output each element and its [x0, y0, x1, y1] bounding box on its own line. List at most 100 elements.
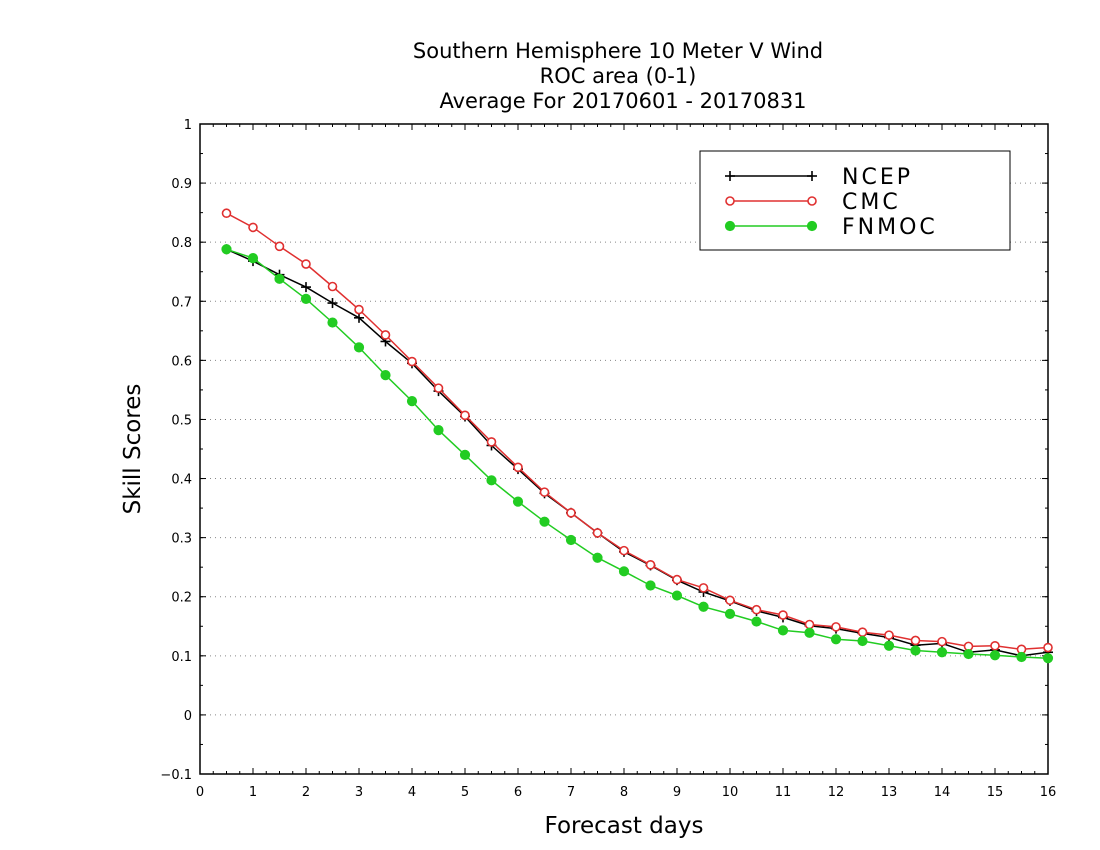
- chart-title-line-3: Average For 20170601 - 20170831: [439, 89, 806, 113]
- point-fnmoc: [1016, 651, 1027, 663]
- legend-marker-ncep: [807, 171, 817, 181]
- legend-marker-cmc: [725, 196, 735, 206]
- point-fnmoc: [327, 317, 338, 328]
- x-tick-label: 2: [302, 785, 310, 800]
- point-cmc: [566, 508, 576, 518]
- y-tick-label: 0.3: [171, 532, 192, 547]
- point-cmc: [1043, 642, 1053, 653]
- series-line-cmc: [226, 212, 1049, 651]
- series-line-ncep: [226, 248, 1049, 657]
- point-fnmoc: [406, 396, 418, 407]
- point-cmc: [486, 437, 497, 447]
- x-tick-label: 3: [355, 785, 363, 800]
- point-cmc: [831, 622, 841, 632]
- point-fnmoc: [274, 273, 285, 284]
- point-cmc: [327, 281, 338, 292]
- grid: [200, 182, 1048, 716]
- x-tick-label: 10: [722, 785, 739, 800]
- series-line-fnmoc: [226, 248, 1049, 659]
- x-tick-label: 14: [934, 785, 951, 800]
- point-cmc: [513, 462, 523, 473]
- series-ncep: [221, 244, 1053, 661]
- x-tick-label: 6: [514, 785, 522, 800]
- point-fnmoc: [963, 648, 974, 660]
- point-ncep: [327, 298, 338, 309]
- x-tick-label: 16: [1040, 785, 1057, 800]
- point-cmc: [751, 604, 762, 615]
- series-layer: [221, 208, 1054, 664]
- point-cmc: [884, 630, 894, 640]
- point-cmc: [433, 383, 444, 393]
- point-fnmoc: [804, 627, 815, 638]
- point-cmc: [592, 528, 603, 538]
- x-tick-label: 1: [249, 785, 257, 800]
- chart-title-line-1: Southern Hemisphere 10 Meter V Wind: [413, 39, 823, 63]
- point-fnmoc: [618, 566, 630, 577]
- point-fnmoc: [300, 293, 312, 305]
- y-tick-label: 0.6: [171, 354, 192, 369]
- point-fnmoc: [221, 244, 232, 255]
- point-fnmoc: [433, 424, 444, 436]
- chart-title-line-2: ROC area (0-1): [540, 64, 697, 88]
- point-fnmoc: [1042, 653, 1054, 664]
- y-tick-label: 0.7: [171, 295, 192, 310]
- x-tick-label: 7: [567, 785, 575, 800]
- point-fnmoc: [910, 645, 921, 656]
- x-tick-label: 15: [987, 785, 1004, 800]
- x-tick-label: 8: [620, 785, 628, 800]
- legend-label-cmc: CMC: [842, 190, 901, 215]
- legend-marker-fnmoc: [806, 220, 818, 232]
- point-fnmoc: [486, 475, 497, 486]
- point-fnmoc: [698, 601, 709, 612]
- point-fnmoc: [592, 552, 603, 563]
- x-tick-label: 13: [881, 785, 898, 800]
- series-cmc: [221, 208, 1053, 655]
- y-tick-label: 0.4: [171, 473, 192, 488]
- y-tick-label: 1: [184, 118, 192, 133]
- legend-marker-cmc: [807, 196, 817, 206]
- point-ncep: [301, 282, 311, 293]
- point-cmc: [407, 356, 417, 367]
- point-fnmoc: [724, 608, 736, 619]
- point-cmc: [460, 410, 470, 421]
- point-fnmoc: [751, 616, 762, 627]
- point-fnmoc: [565, 534, 577, 546]
- point-ncep: [354, 312, 364, 323]
- y-tick-label: 0.2: [171, 591, 192, 606]
- x-tick-label: 9: [673, 785, 681, 800]
- point-fnmoc: [459, 449, 471, 461]
- y-axis-label: Skill Scores: [120, 384, 146, 515]
- axis-ticks: −0.100.10.20.30.40.50.60.70.80.910 1 2 3 4 5 6…: [160, 118, 1056, 800]
- x-tick-label: 11: [775, 785, 792, 800]
- point-cmc: [778, 610, 788, 620]
- point-fnmoc: [512, 496, 524, 507]
- point-fnmoc: [830, 634, 842, 645]
- y-tick-label: −0.1: [160, 768, 192, 783]
- point-cmc: [301, 259, 311, 269]
- legend-marker-ncep: [725, 171, 735, 181]
- point-cmc: [804, 619, 815, 630]
- x-tick-label: 12: [828, 785, 845, 800]
- x-tick-label: 5: [461, 785, 469, 800]
- point-cmc: [857, 627, 868, 637]
- point-fnmoc: [857, 635, 868, 647]
- y-tick-label: 0: [184, 709, 192, 724]
- point-fnmoc: [247, 253, 259, 264]
- y-tick-label: 0.9: [171, 177, 192, 192]
- x-axis-label: Forecast days: [545, 813, 704, 839]
- point-cmc: [937, 636, 947, 647]
- point-cmc: [248, 222, 258, 233]
- point-cmc: [725, 595, 735, 606]
- series-fnmoc: [221, 244, 1054, 664]
- point-fnmoc: [777, 625, 789, 636]
- y-tick-label: 0.8: [171, 236, 192, 251]
- point-cmc: [990, 640, 1000, 651]
- y-tick-label: 0.1: [171, 650, 192, 665]
- point-fnmoc: [353, 342, 365, 353]
- point-cmc: [354, 304, 364, 315]
- point-fnmoc: [539, 516, 550, 527]
- point-cmc: [539, 487, 550, 497]
- point-fnmoc: [936, 647, 948, 658]
